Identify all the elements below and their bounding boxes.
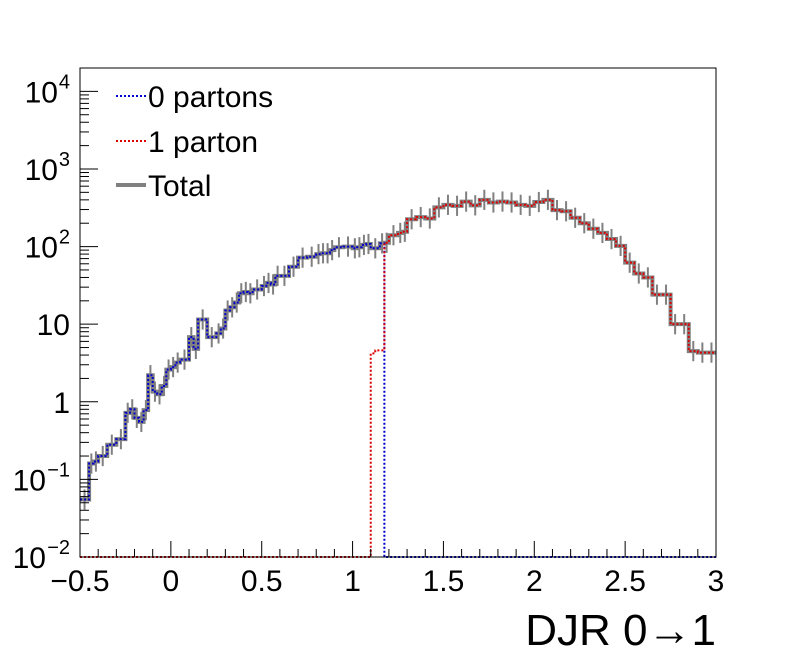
y-tick-label: 10: [37, 309, 70, 342]
series-layer: [80, 189, 716, 558]
x-tick-label: 0: [163, 565, 180, 598]
legend-label-1-parton: 1 parton: [148, 126, 258, 159]
legend: 0 partons 1 parton Total: [116, 81, 273, 203]
series-1-parton: [80, 198, 716, 558]
y-tick-exponent: 4: [59, 71, 70, 93]
y-tick-label: 10: [13, 542, 46, 575]
series-0-partons: [80, 242, 716, 558]
legend-label-total: Total: [148, 170, 211, 203]
x-tick-label: 0.5: [241, 565, 283, 598]
x-tick-label: 3: [708, 565, 725, 598]
y-tick-label: 10: [13, 464, 46, 497]
x-tick-label: 2.5: [604, 565, 646, 598]
y-tick-label: 10: [25, 232, 58, 265]
y-tick-label: 10: [25, 76, 58, 109]
plot-frame: [79, 67, 717, 558]
y-tick-label: 1: [53, 387, 70, 420]
y-tick-exponent: 3: [59, 149, 70, 171]
y-tick-exponent: −1: [47, 459, 70, 481]
x-tick-label: 1: [344, 565, 361, 598]
legend-label-0-partons: 0 partons: [148, 81, 273, 114]
y-tick-exponent: −2: [47, 537, 70, 559]
y-tick-label: 10: [25, 154, 58, 187]
y-tick-exponent: 2: [59, 227, 70, 249]
x-tick-label: 1.5: [423, 565, 465, 598]
x-tick-label: 2: [526, 565, 543, 598]
x-tick-label: −0.5: [50, 565, 109, 598]
x-axis-title: DJR 0→1: [525, 606, 716, 655]
